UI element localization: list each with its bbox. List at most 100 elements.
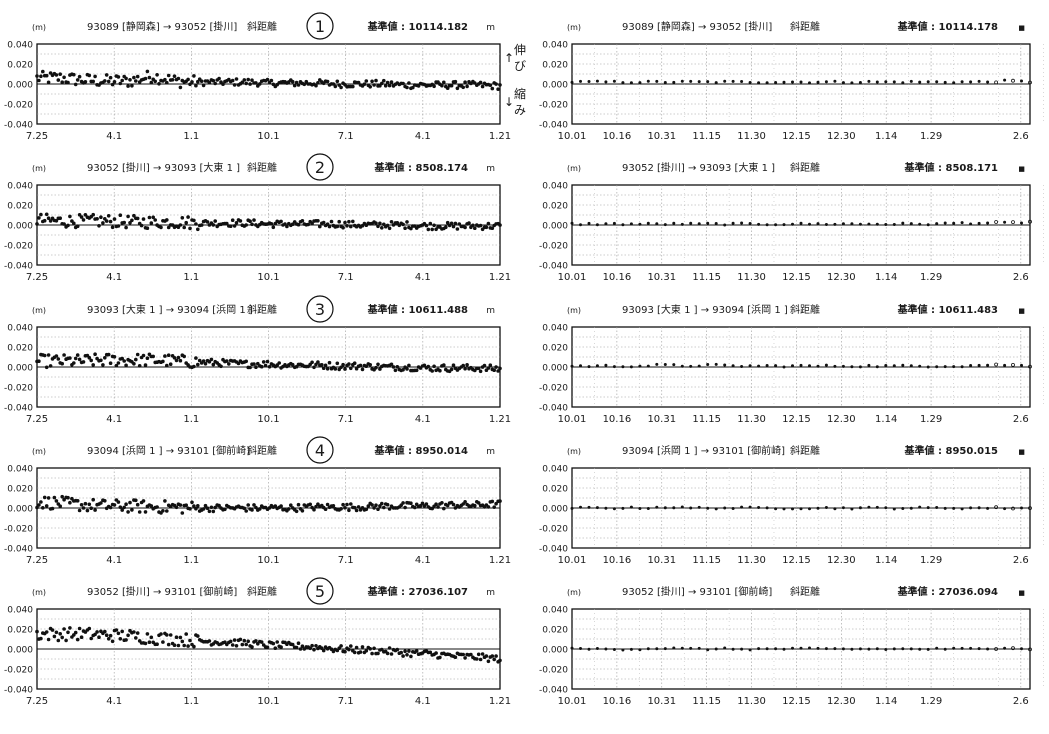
chart-7-point <box>413 505 417 510</box>
chart-1-point <box>62 75 66 80</box>
chart-5-xtick-label: 7.25 <box>26 414 48 425</box>
chart-4-point <box>943 221 947 225</box>
chart-2-point <box>1028 80 1032 85</box>
chart-1-station-pair: 93089 [静岡森] → 93052 [掛川] <box>87 20 237 33</box>
chart-9-xtick-label: 4.1 <box>415 696 431 707</box>
chart-5-point <box>498 366 502 371</box>
side-down-arrow: ↓ <box>504 95 514 109</box>
chart-9-point <box>376 651 380 656</box>
chart-8-point <box>689 506 693 510</box>
chart-3-point <box>455 227 460 231</box>
chart-5-point <box>48 364 53 368</box>
chart-1-point <box>387 83 392 88</box>
chart-5-point <box>165 363 169 368</box>
chart-2-xtick-label: 11.15 <box>692 131 721 142</box>
chart-3-xtick-label: 1.1 <box>183 272 199 283</box>
chart-1-point <box>163 77 167 82</box>
chart-6-point <box>731 364 735 368</box>
chart-3-point <box>232 224 237 228</box>
chart-5-point <box>263 363 268 368</box>
chart-2-point <box>757 81 761 85</box>
chart-4-point <box>604 222 608 226</box>
chart-7-station-pair: 93094 [浜岡 1 ] → 93101 [御前崎] <box>87 444 250 457</box>
chart-3-point <box>283 222 287 226</box>
chart-7-point <box>134 498 138 503</box>
chart-4-point <box>952 221 956 225</box>
chart-3-point <box>106 214 111 218</box>
chart-7-point <box>434 502 438 507</box>
chart-5-point <box>182 354 186 359</box>
chart-9-unit-label: (m) <box>32 588 46 597</box>
chart-2-unit-label: (m) <box>567 23 581 32</box>
chart-7-point <box>273 504 278 508</box>
chart-7-xtick-label: 1.1 <box>183 555 199 566</box>
chart-2-point <box>723 79 727 83</box>
chart-7-point <box>223 507 227 512</box>
chart-2-point <box>570 80 574 84</box>
chart-3-point <box>234 221 239 225</box>
chart-3-point <box>79 215 84 219</box>
chart-7-point <box>141 499 146 503</box>
chart-5-point <box>476 366 481 371</box>
chart-1-point <box>333 84 338 89</box>
chart-5-number: 3 <box>315 300 325 319</box>
chart-2-point <box>587 80 591 83</box>
chart-9-point <box>484 654 489 658</box>
chart-3-point <box>58 216 62 220</box>
chart-1-point <box>221 82 225 86</box>
chart-3-point <box>300 219 305 223</box>
chart-4-point <box>740 221 744 225</box>
chart-8-point <box>884 506 888 510</box>
chart-7-point <box>85 508 90 513</box>
chart-1-point <box>194 83 198 88</box>
chart-5-point <box>132 362 136 366</box>
chart-10-point <box>731 647 735 651</box>
chart-10-point <box>774 647 778 651</box>
chart-9-point <box>275 640 280 644</box>
chart-7-point <box>250 508 254 512</box>
chart-1-point <box>41 69 45 74</box>
chart-4-point <box>689 221 693 225</box>
chart-2-point <box>655 79 659 83</box>
chart-10-point <box>579 647 582 650</box>
chart-5-ytick-label: 0.020 <box>7 344 33 354</box>
chart-3-point <box>37 216 41 220</box>
chart-3-point <box>97 224 101 228</box>
chart-10-point <box>918 647 922 651</box>
chart-10-xtick-label: 10.16 <box>603 696 632 707</box>
chart-9-point <box>234 644 239 648</box>
chart-2-point <box>901 81 905 85</box>
chart-10-point <box>629 647 633 651</box>
chart-10-station-pair: 93052 [掛川] → 93101 [御前崎] <box>622 585 772 598</box>
chart-7-xtick-label: 4.1 <box>415 555 431 566</box>
chart-5-point <box>451 363 456 368</box>
chart-8-point <box>638 507 642 510</box>
chart-3-point <box>347 219 351 224</box>
chart-2-point <box>808 81 811 85</box>
chart-2-point <box>672 80 676 84</box>
chart-1-point <box>244 81 248 86</box>
chart-10-point <box>680 646 684 650</box>
chart-5-point <box>87 355 92 360</box>
chart-9-xtick-label: 4.1 <box>106 696 122 707</box>
chart-2-xtick-label: 1.29 <box>920 131 942 142</box>
chart-3-point <box>316 219 320 223</box>
chart-5-point <box>124 363 128 368</box>
chart-7-point <box>300 509 305 513</box>
chart-8-point <box>909 506 913 510</box>
chart-3-ytick-label: 0.040 <box>7 182 33 192</box>
chart-1-point <box>75 78 80 82</box>
chart-7-point <box>44 504 49 508</box>
chart-4-xtick-label: 12.15 <box>782 272 811 283</box>
chart-1-point <box>72 72 76 77</box>
chart-7-point <box>490 499 495 504</box>
chart-6-point <box>570 364 574 368</box>
chart-7-point <box>385 502 390 507</box>
chart-9-ytick-label: 0.040 <box>7 606 33 616</box>
chart-10-point <box>867 647 871 651</box>
chart-4-ytick-label: 0.000 <box>542 222 568 232</box>
chart-5-point <box>438 368 442 373</box>
chart-8-point <box>774 507 778 511</box>
chart-5-point <box>248 365 252 370</box>
chart-1-point <box>73 82 78 87</box>
